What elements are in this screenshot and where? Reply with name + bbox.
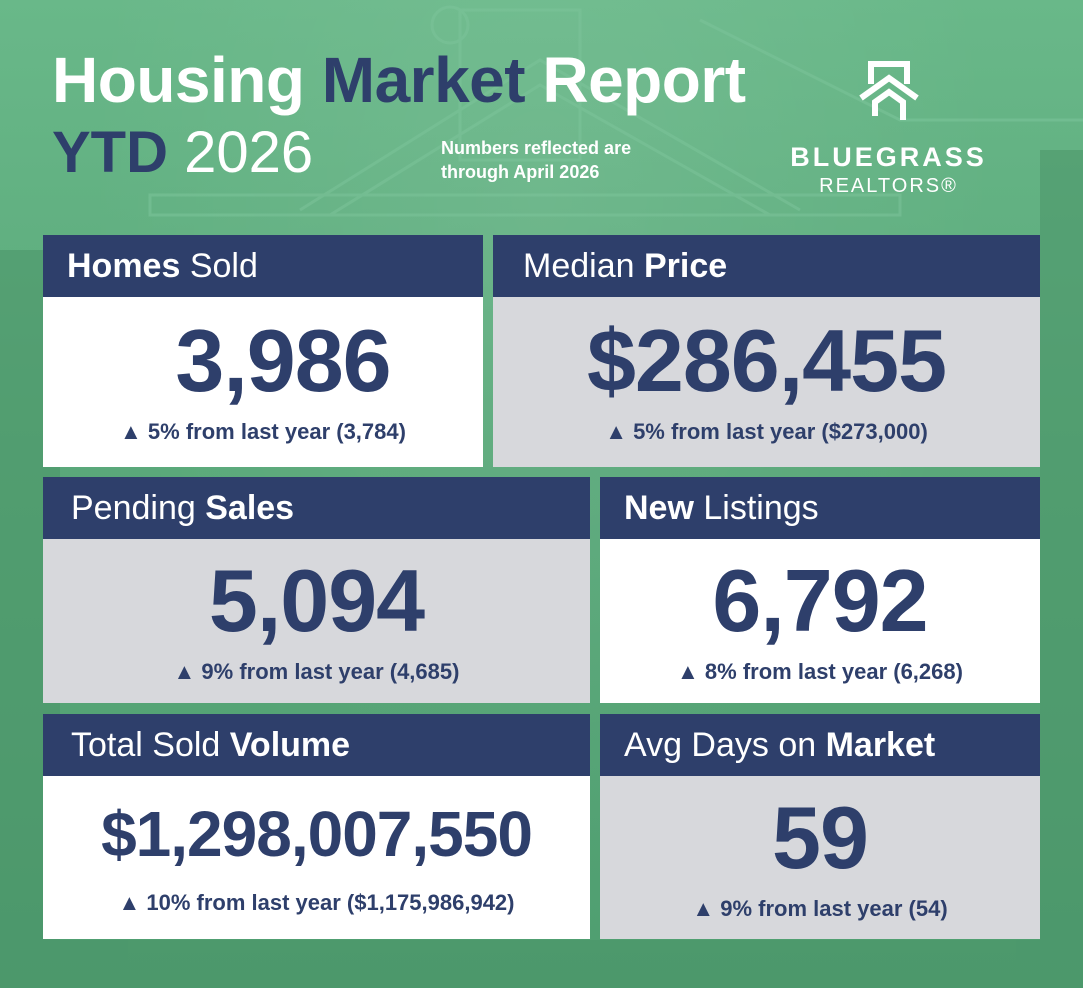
- card-median-price: Median Price $286,455 ▲ 5% from last yea…: [493, 235, 1040, 467]
- pending-sales-value: 5,094: [208, 551, 425, 650]
- card-header-rest: Pending: [71, 489, 206, 527]
- new-listings-value: 6,792: [712, 551, 928, 650]
- title-word-report: Report: [542, 44, 746, 116]
- card-header-bold: Sales: [205, 489, 295, 527]
- report-subtitle: YTD 2026: [52, 124, 313, 182]
- homes-sold-change: ▲ 5% from last year (3,784): [120, 419, 406, 444]
- date-note-line1: Numbers reflected are: [441, 138, 632, 158]
- house-logo-icon: [858, 61, 919, 120]
- card-header-bold: Price: [643, 247, 728, 285]
- date-note: Numbers reflected are through April 2026: [441, 136, 631, 184]
- card-header-rest: Sold: [180, 247, 258, 285]
- card-header-rest: Avg Days on: [624, 726, 826, 764]
- card-new-listings-header: New Listings: [600, 477, 1040, 539]
- card-total-sold-volume-body: $1,298,007,550 ▲ 10% from last year ($1,…: [43, 776, 590, 939]
- date-note-line2: through April 2026: [441, 162, 600, 182]
- title-word-market: Market: [321, 44, 526, 116]
- card-median-price-header: Median Price: [493, 235, 1040, 297]
- new-listings-change: ▲ 8% from last year (6,268): [677, 659, 963, 684]
- card-header-rest: Median: [523, 247, 644, 285]
- card-homes-sold-header: Homes Sold: [43, 235, 483, 297]
- card-homes-sold-body: 3,986 ▲ 5% from last year (3,784): [43, 297, 483, 467]
- card-avg-days-on-market-body: 59 ▲ 9% from last year (54): [600, 776, 1040, 939]
- logo-line-bluegrass: BLUEGRASS: [790, 142, 987, 172]
- pending-sales-change: ▲ 9% from last year (4,685): [173, 659, 460, 684]
- subtitle-ytd: YTD: [52, 120, 168, 185]
- avg-days-value: 59: [772, 788, 869, 887]
- card-header-bold: New: [624, 489, 694, 527]
- card-total-sold-volume: Total Sold Volume $1,298,007,550 ▲ 10% f…: [43, 714, 590, 939]
- card-avg-days-on-market-header: Avg Days on Market: [600, 714, 1040, 776]
- homes-sold-value: 3,986: [175, 311, 391, 410]
- logo-line-realtors: REALTORS®: [819, 175, 958, 197]
- card-header-rest: Total Sold: [71, 726, 230, 764]
- card-header-bold: Volume: [229, 726, 351, 764]
- card-header-bold: Market: [825, 726, 936, 764]
- median-price-change: ▲ 5% from last year ($273,000): [605, 419, 928, 444]
- card-median-price-body: $286,455 ▲ 5% from last year ($273,000): [493, 297, 1040, 467]
- total-sold-volume-change: ▲ 10% from last year ($1,175,986,942): [118, 890, 515, 915]
- card-header-bold: Homes: [67, 247, 181, 285]
- subtitle-year: 2026: [184, 120, 314, 185]
- card-pending-sales-header: Pending Sales: [43, 477, 590, 539]
- card-new-listings: New Listings 6,792 ▲ 8% from last year (…: [600, 477, 1040, 703]
- bluegrass-realtors-logo: BLUEGRASS REALTORS®: [786, 58, 991, 198]
- report-title: Housing Market Report: [52, 48, 746, 112]
- total-sold-volume-value: $1,298,007,550: [101, 798, 533, 870]
- median-price-value: $286,455: [586, 311, 947, 410]
- card-avg-days-on-market: Avg Days on Market 59 ▲ 9% from last yea…: [600, 714, 1040, 939]
- card-pending-sales: Pending Sales 5,094 ▲ 9% from last year …: [43, 477, 590, 703]
- card-header-rest: Listings: [693, 489, 819, 527]
- card-new-listings-body: 6,792 ▲ 8% from last year (6,268): [600, 539, 1040, 703]
- card-total-sold-volume-header: Total Sold Volume: [43, 714, 590, 776]
- title-word-housing: Housing: [52, 44, 305, 116]
- card-homes-sold: Homes Sold 3,986 ▲ 5% from last year (3,…: [43, 235, 483, 467]
- avg-days-change: ▲ 9% from last year (54): [692, 896, 948, 921]
- card-pending-sales-body: 5,094 ▲ 9% from last year (4,685): [43, 539, 590, 703]
